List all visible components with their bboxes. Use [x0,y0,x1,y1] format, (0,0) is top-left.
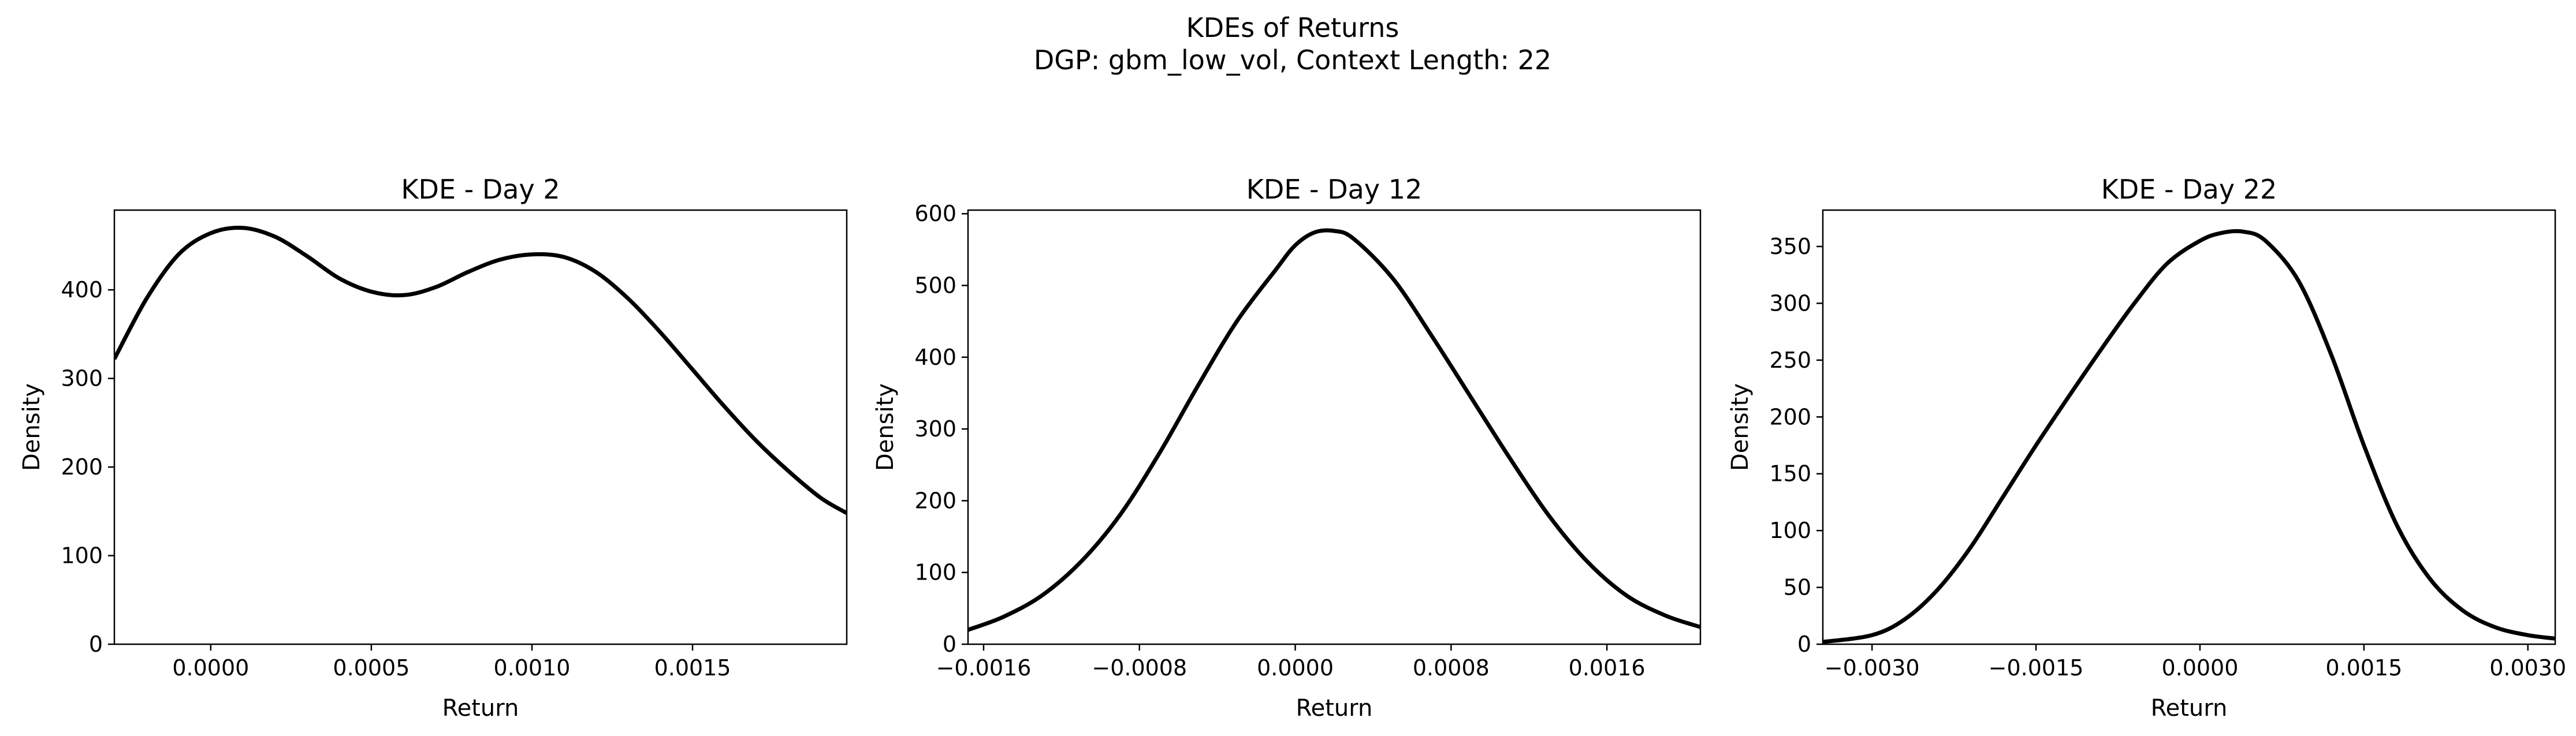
x-tick-label: −0.0016 [936,655,1032,681]
x-tick-label: 0.0010 [493,655,570,681]
y-tick-label: 500 [914,273,956,298]
figure-subtitle: DGP: gbm_low_vol, Context Length: 22 [1034,44,1551,76]
y-tick-label: 400 [61,277,103,302]
axes-frame [967,209,1702,645]
x-tick-label: −0.0008 [1092,655,1187,681]
kde-curve [1823,229,2555,644]
y-axis-label: Density [872,383,899,471]
y-tick-label: 100 [1769,518,1811,543]
subplot-title: KDE - Day 12 [1246,174,1422,205]
x-axis-label: Return [2151,695,2228,722]
x-tick-label: 0.0000 [2161,655,2238,681]
x-axis-label: Return [1296,695,1373,722]
x-tick-label: −0.0030 [1825,655,1920,681]
kde-curve [114,225,847,515]
x-axis-label: Return [442,695,519,722]
figure-title: KDEs of Returns [1186,12,1399,43]
y-axis-label: Density [1727,383,1754,471]
x-tick-label: 0.0030 [2489,655,2566,681]
y-tick-label: 600 [914,201,956,226]
y-tick-label: 0 [89,632,103,657]
y-tick-label: 0 [943,632,956,657]
x-tick-label: 0.0000 [172,655,249,681]
x-tick-label: 0.0008 [1413,655,1490,681]
y-tick-label: 200 [61,454,103,480]
y-tick-label: 400 [914,345,956,370]
y-axis-label: Density [18,383,45,471]
x-tick-label: 0.0000 [1257,655,1334,681]
y-tick-label: 200 [914,488,956,513]
y-tick-label: 350 [1769,234,1811,259]
y-tick-label: 100 [914,560,956,585]
y-tick-label: 300 [914,416,956,442]
x-tick-label: 0.0015 [2325,655,2402,681]
x-tick-label: 0.0015 [654,655,731,681]
axes-frame [1822,209,2556,645]
x-tick-label: 0.0005 [333,655,410,681]
y-tick-label: 300 [1769,290,1811,316]
subplot-day-22: −0.0030 −0.0015 0.0000 0.0015 0.0030 0 50 100 15… [1727,174,2566,722]
subplot-title: KDE - Day 2 [401,174,560,205]
y-tick-label: 100 [61,543,103,569]
y-tick-label: 50 [1784,575,1811,600]
axes-frame [113,209,848,645]
subplot-day-12: −0.0016 −0.0008 0.0000 0.0008 0.0016 0 100 200 3… [872,174,1702,722]
kde-curve [968,228,1700,632]
subplot-day-2: 0.0000 0.0005 0.0010 0.0015 0 100 200 300 400 KDE… [18,174,848,722]
x-tick-label: −0.0015 [1989,655,2084,681]
subplot-title: KDE - Day 22 [2101,174,2277,205]
y-tick-label: 250 [1769,348,1811,373]
y-tick-label: 300 [61,366,103,391]
y-tick-label: 150 [1769,461,1811,487]
x-tick-label: 0.0016 [1569,655,1646,681]
y-tick-label: 200 [1769,404,1811,429]
y-tick-label: 0 [1797,632,1811,657]
